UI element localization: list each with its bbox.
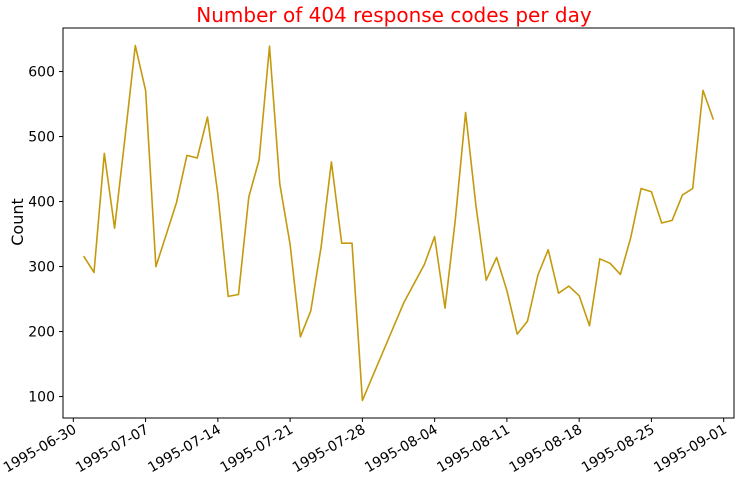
y-tick-label: 400 bbox=[28, 195, 55, 211]
y-axis-title: Count bbox=[8, 198, 27, 246]
x-tick-label: 1995-07-07 bbox=[73, 422, 151, 477]
x-tick-label: 1995-08-04 bbox=[362, 422, 441, 477]
x-tick-label: 1995-09-01 bbox=[651, 422, 729, 477]
x-tick-label: 1995-07-21 bbox=[218, 422, 296, 477]
x-tick-label: 1995-06-30 bbox=[1, 422, 79, 477]
x-tick-label: 1995-07-28 bbox=[290, 422, 368, 477]
x-tick-label: 1995-08-25 bbox=[579, 422, 657, 477]
y-tick-label: 300 bbox=[28, 260, 55, 276]
x-tick-label: 1995-08-11 bbox=[434, 422, 512, 477]
series-line bbox=[82, 44, 715, 402]
x-tick-label: 1995-08-18 bbox=[507, 422, 585, 477]
chart-title: Number of 404 response codes per day bbox=[196, 3, 592, 27]
y-tick-label: 200 bbox=[28, 325, 55, 341]
plot-frame bbox=[62, 27, 735, 419]
plot-area: 1002003004005006001995-06-301995-07-0719… bbox=[1, 27, 735, 477]
y-tick-label: 600 bbox=[28, 65, 55, 81]
y-tick-label: 100 bbox=[28, 390, 55, 406]
x-tick-label: 1995-07-14 bbox=[145, 422, 224, 477]
y-tick-label: 500 bbox=[28, 130, 55, 146]
